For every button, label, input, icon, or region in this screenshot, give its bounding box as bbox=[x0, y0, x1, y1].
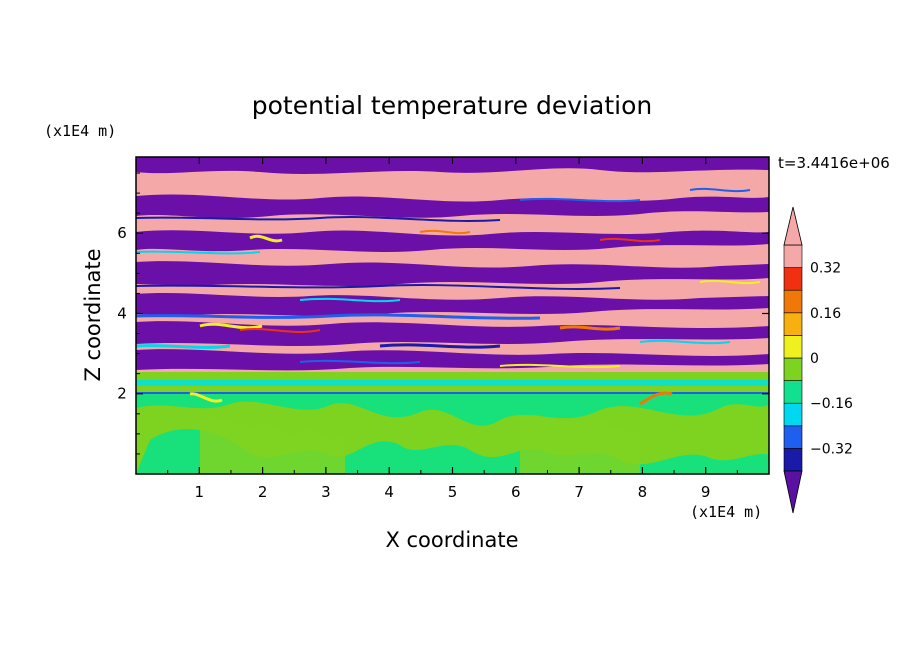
colorbar-label: −0.32 bbox=[810, 441, 853, 457]
colorbar-segment bbox=[783, 244, 803, 268]
colorbar-label: −0.16 bbox=[810, 396, 853, 412]
x-tick-label: 4 bbox=[384, 483, 394, 501]
x-tick-label: 7 bbox=[574, 483, 584, 501]
colorbar-segment bbox=[783, 402, 803, 427]
colorbar-segment bbox=[783, 312, 803, 336]
x-tick-label: 6 bbox=[511, 483, 521, 501]
chart-title: potential temperature deviation bbox=[252, 91, 652, 120]
y-axis-title: Z coordinate bbox=[81, 248, 105, 381]
colorbar-label: 0.16 bbox=[810, 306, 841, 322]
colorbar-extend-bottom bbox=[783, 470, 803, 514]
x-tick-label: 8 bbox=[638, 483, 648, 501]
colorbar-label: 0 bbox=[810, 351, 819, 367]
y-tick-label: 2 bbox=[117, 385, 127, 403]
colorbar-label: 0.32 bbox=[810, 261, 841, 277]
x-axis-title: X coordinate bbox=[385, 528, 518, 552]
x-axis: 1 2 3 4 5 6 7 8 9 bbox=[167, 157, 738, 501]
colorbar-segment bbox=[783, 267, 803, 291]
colorbar-segment bbox=[783, 380, 803, 404]
x-tick-label: 9 bbox=[701, 483, 711, 501]
colorbar-segment bbox=[783, 357, 803, 381]
x-tick-label: 2 bbox=[258, 483, 268, 501]
heatmap-field bbox=[136, 157, 769, 474]
colorbar: 0.32 0.16 0 −0.16 −0.32 bbox=[783, 206, 853, 514]
y-unit-label: (x1E4 m) bbox=[44, 122, 116, 140]
x-tick-label: 5 bbox=[448, 483, 458, 501]
y-axis: 2 4 6 bbox=[117, 172, 769, 455]
colorbar-segment bbox=[783, 289, 803, 314]
colorbar-segment bbox=[783, 448, 803, 472]
x-tick-label: 3 bbox=[321, 483, 331, 501]
colorbar-segment bbox=[783, 335, 803, 359]
colorbar-segment bbox=[783, 425, 803, 449]
time-label: t=3.4416e+06 bbox=[778, 154, 890, 172]
colorbar-extend-top bbox=[783, 206, 803, 246]
y-tick-label: 4 bbox=[117, 304, 127, 322]
x-tick-label: 1 bbox=[195, 483, 205, 501]
x-unit-label: (x1E4 m) bbox=[690, 503, 762, 521]
y-tick-label: 6 bbox=[117, 224, 127, 242]
